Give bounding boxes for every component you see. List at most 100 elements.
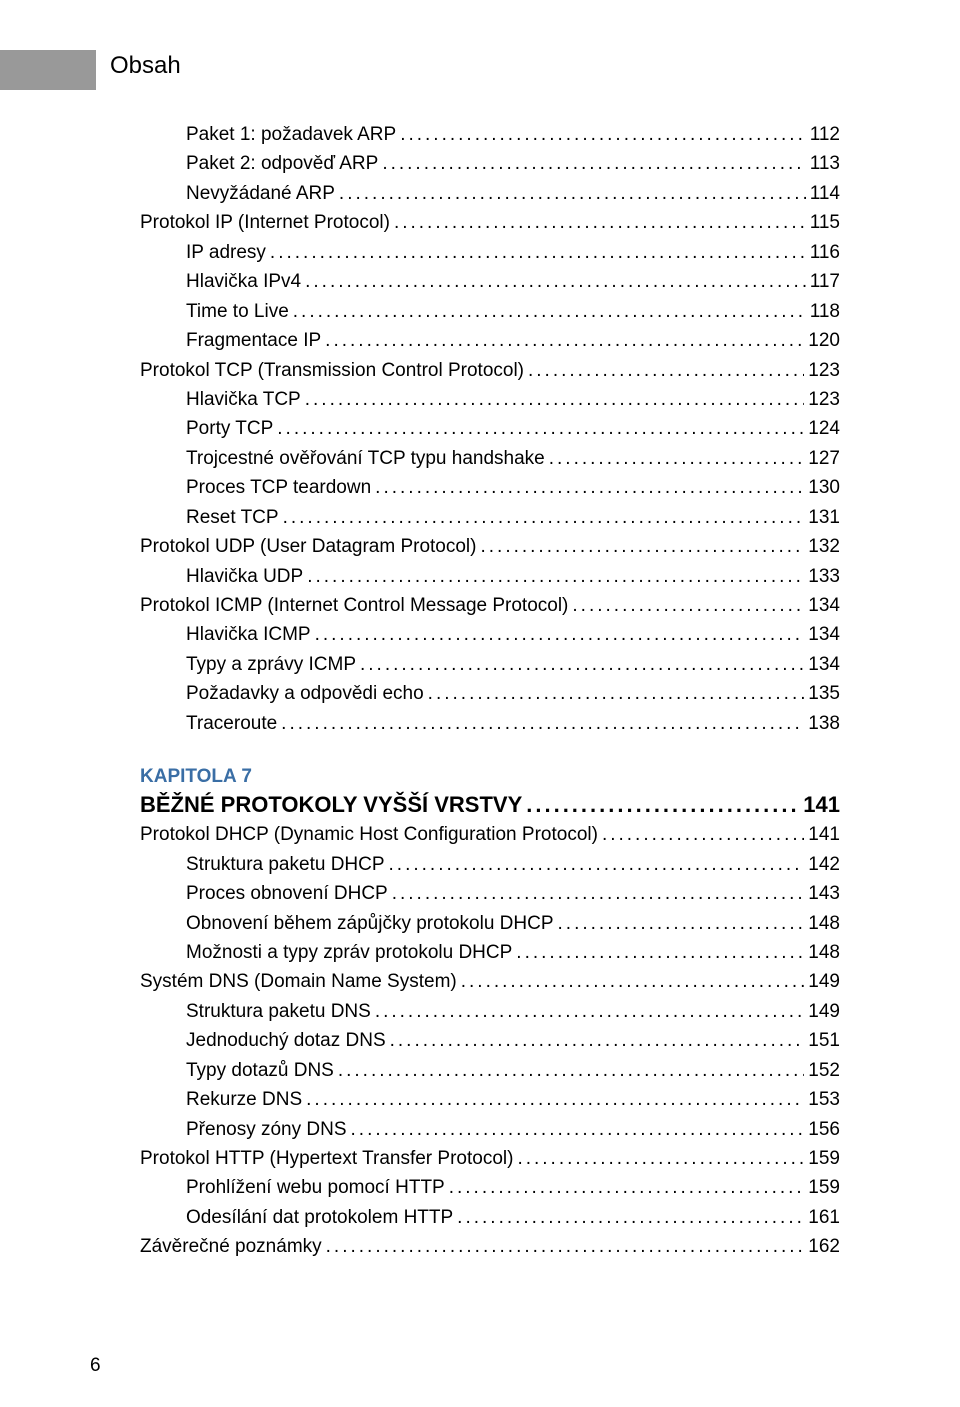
- toc-entry-page: 127: [808, 444, 840, 473]
- toc-entry: Traceroute138: [140, 709, 840, 738]
- toc-entry: Reset TCP131: [140, 503, 840, 532]
- toc-entry-page: 132: [808, 532, 840, 561]
- toc-entry: Hlavička IPv4 117: [140, 267, 840, 296]
- toc-entry-page: 141: [808, 820, 840, 849]
- toc-entry: Jednoduchý dotaz DNS 151: [140, 1026, 840, 1055]
- toc-entry-label: Typy a zprávy ICMP: [186, 650, 356, 679]
- toc-entry: Fragmentace IP120: [140, 326, 840, 355]
- toc-entry: Požadavky a odpovědi echo135: [140, 679, 840, 708]
- toc-entry-label: Systém DNS (Domain Name System): [140, 967, 457, 996]
- toc-entry: Možnosti a typy zpráv protokolu DHCP 148: [140, 938, 840, 967]
- toc-entry-label: Trojcestné ověřování TCP typu handshake: [186, 444, 545, 473]
- toc-entry-label: Přenosy zóny DNS: [186, 1115, 347, 1144]
- toc-entry-page: 133: [808, 562, 840, 591]
- toc-entry: Protokol IP (Internet Protocol) 115: [140, 208, 840, 237]
- toc-entry: IP adresy116: [140, 238, 840, 267]
- toc-entry-page: 156: [808, 1115, 840, 1144]
- leader-dots: [305, 267, 806, 296]
- toc-entry-page: 117: [810, 267, 840, 296]
- leader-dots: [400, 120, 806, 149]
- leader-dots: [392, 879, 805, 908]
- toc-entry-page: 114: [810, 179, 840, 208]
- toc-entry: Struktura paketu DHCP142: [140, 850, 840, 879]
- toc-section-a: Paket 1: požadavek ARP 112 Paket 2: odpově…: [140, 120, 840, 738]
- toc-entry: Rekurze DNS 153: [140, 1085, 840, 1114]
- leader-dots: [339, 179, 806, 208]
- toc-entry-label: Protokol HTTP (Hypertext Transfer Protoc…: [140, 1144, 513, 1173]
- toc-entry: Hlavička UDP 133: [140, 562, 840, 591]
- toc-entry-label: Paket 2: odpověď ARP: [186, 149, 378, 178]
- toc-entry: Struktura paketu DNS149: [140, 997, 840, 1026]
- toc-entry-page: 130: [808, 473, 840, 502]
- chapter-page: 141: [803, 792, 840, 818]
- toc-entry: Proces obnovení DHCP143: [140, 879, 840, 908]
- toc-entry-page: 123: [808, 356, 840, 385]
- leader-dots: [516, 938, 804, 967]
- toc-entry-label: Hlavička UDP: [186, 562, 303, 591]
- toc-entry-page: 161: [808, 1203, 840, 1232]
- toc-entry-page: 138: [808, 709, 840, 738]
- leader-dots: [461, 967, 805, 996]
- leader-dots: [480, 532, 804, 561]
- leader-dots: [549, 444, 805, 473]
- toc-entry-label: Protokol DHCP (Dynamic Host Configuratio…: [140, 820, 598, 849]
- toc-entry: Systém DNS (Domain Name System) 149: [140, 967, 840, 996]
- toc-entry-label: Hlavička IPv4: [186, 267, 301, 296]
- toc-entry-page: 112: [810, 120, 840, 149]
- toc-entry: Prohlížení webu pomocí HTTP159: [140, 1173, 840, 1202]
- toc-entry-label: Struktura paketu DHCP: [186, 850, 385, 879]
- toc-entry-label: Protokol IP (Internet Protocol): [140, 208, 390, 237]
- toc-entry-label: Jednoduchý dotaz DNS: [186, 1026, 386, 1055]
- toc-entry-label: Time to Live: [186, 297, 289, 326]
- toc-entry-page: 159: [808, 1144, 840, 1173]
- toc-entry-label: Požadavky a odpovědi echo: [186, 679, 424, 708]
- toc-entry-label: Paket 1: požadavek ARP: [186, 120, 396, 149]
- toc-entry-page: 152: [808, 1056, 840, 1085]
- page-number: 6: [90, 1355, 101, 1377]
- toc-entry-label: Protokol TCP (Transmission Control Proto…: [140, 356, 524, 385]
- toc-entry-page: 153: [808, 1085, 840, 1114]
- toc-entry-page: 143: [808, 879, 840, 908]
- leader-dots: [449, 1173, 805, 1202]
- chapter-title-line: BĚŽNÉ PROTOKOLY VYŠŠÍ VRSTVY 141: [140, 792, 840, 818]
- toc-entry: Proces TCP teardown130: [140, 473, 840, 502]
- toc-entry-page: 134: [808, 620, 840, 649]
- toc-entry: Hlavička TCP123: [140, 385, 840, 414]
- toc-entry-page: 151: [808, 1026, 840, 1055]
- chapter-label: KAPITOLA 7: [140, 766, 840, 788]
- toc-entry-label: Nevyžádané ARP: [186, 179, 335, 208]
- toc-entry-page: 115: [810, 208, 840, 237]
- leader-dots: [457, 1203, 804, 1232]
- toc-content: Paket 1: požadavek ARP 112 Paket 2: odpově…: [140, 120, 840, 1262]
- leader-dots: [277, 414, 804, 443]
- toc-entry-page: 148: [808, 938, 840, 967]
- leader-dots: [382, 149, 805, 178]
- leader-dots: [338, 1056, 804, 1085]
- toc-entry-label: IP adresy: [186, 238, 266, 267]
- leader-dots: [307, 562, 804, 591]
- leader-dots: [351, 1115, 805, 1144]
- toc-entry-label: Struktura paketu DNS: [186, 997, 371, 1026]
- toc-entry: Protokol HTTP (Hypertext Transfer Protoc…: [140, 1144, 840, 1173]
- toc-entry-label: Fragmentace IP: [186, 326, 321, 355]
- leader-dots: [326, 1232, 805, 1261]
- toc-entry-label: Protokol UDP (User Datagram Protocol): [140, 532, 476, 561]
- toc-entry-page: 149: [808, 967, 840, 996]
- toc-entry-page: 123: [808, 385, 840, 414]
- leader-dots: [602, 820, 804, 849]
- toc-entry-label: Prohlížení webu pomocí HTTP: [186, 1173, 445, 1202]
- toc-entry-label: Možnosti a typy zpráv protokolu DHCP: [186, 938, 512, 967]
- toc-entry: Typy dotazů DNS152: [140, 1056, 840, 1085]
- leader-dots: [325, 326, 804, 355]
- toc-entry-page: 131: [808, 503, 840, 532]
- leader-dots: [375, 473, 804, 502]
- toc-entry-page: 134: [808, 591, 840, 620]
- toc-entry-label: Odesílání dat protokolem HTTP: [186, 1203, 453, 1232]
- toc-entry: Protokol TCP (Transmission Control Proto…: [140, 356, 840, 385]
- leader-dots: [428, 679, 805, 708]
- toc-entry: Odesílání dat protokolem HTTP 161: [140, 1203, 840, 1232]
- toc-entry-label: Obnovení během zápůjčky protokolu DHCP: [186, 909, 554, 938]
- toc-entry: Paket 1: požadavek ARP 112: [140, 120, 840, 149]
- leader-dots: [283, 503, 805, 532]
- toc-entry-label: Rekurze DNS: [186, 1085, 302, 1114]
